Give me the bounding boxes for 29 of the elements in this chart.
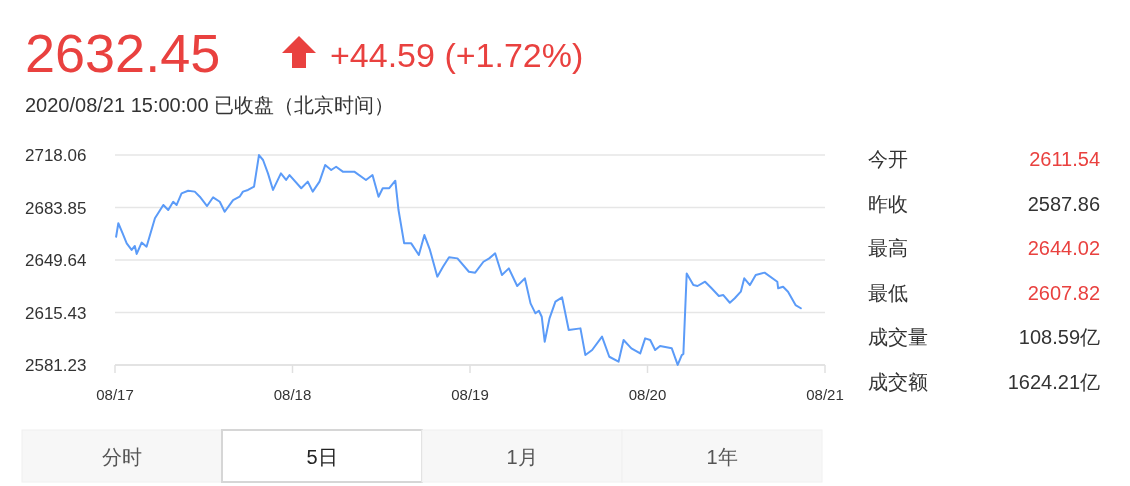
- text: 1月: [506, 446, 538, 468]
- text: 成交量: [868, 326, 928, 348]
- x-tick-label: 08/19: [451, 386, 489, 403]
- x-tick-label: 08/21: [806, 386, 844, 403]
- text: 2607.82: [1027, 281, 1100, 304]
- text: 今开: [868, 148, 908, 170]
- y-tick-label: 2683.85: [25, 198, 87, 218]
- x-tick-label: 08/18: [273, 386, 312, 403]
- text: 成交额: [868, 370, 928, 393]
- text: 最低: [868, 281, 908, 304]
- text: +44.59 (+1.72%): [330, 36, 584, 74]
- chart-title: 2632.45: [25, 23, 221, 83]
- y-tick-label: 2615.43: [25, 303, 87, 323]
- text: 分时: [102, 446, 142, 468]
- text: 昨收: [868, 192, 908, 215]
- text: 2644.02: [1027, 237, 1100, 259]
- y-tick-label: 2649.64: [25, 251, 87, 271]
- text: 2587.86: [1027, 192, 1100, 215]
- x-tick-label: 08/17: [96, 386, 134, 403]
- text: 2611.54: [1029, 148, 1100, 170]
- text: 最高: [868, 237, 908, 259]
- text: 5日: [306, 446, 338, 468]
- text: 1年: [706, 446, 738, 468]
- y-tick-label: 2581.23: [25, 356, 87, 375]
- text: 108.59亿: [1018, 326, 1100, 348]
- text: 1624.21亿: [1007, 370, 1100, 393]
- x-tick-label: 08/20: [628, 386, 667, 403]
- y-tick-label: 2718.06: [25, 146, 87, 165]
- chart-subtitle: 2020/08/21 15:00:00 已收盘（北京时间）: [25, 94, 395, 116]
